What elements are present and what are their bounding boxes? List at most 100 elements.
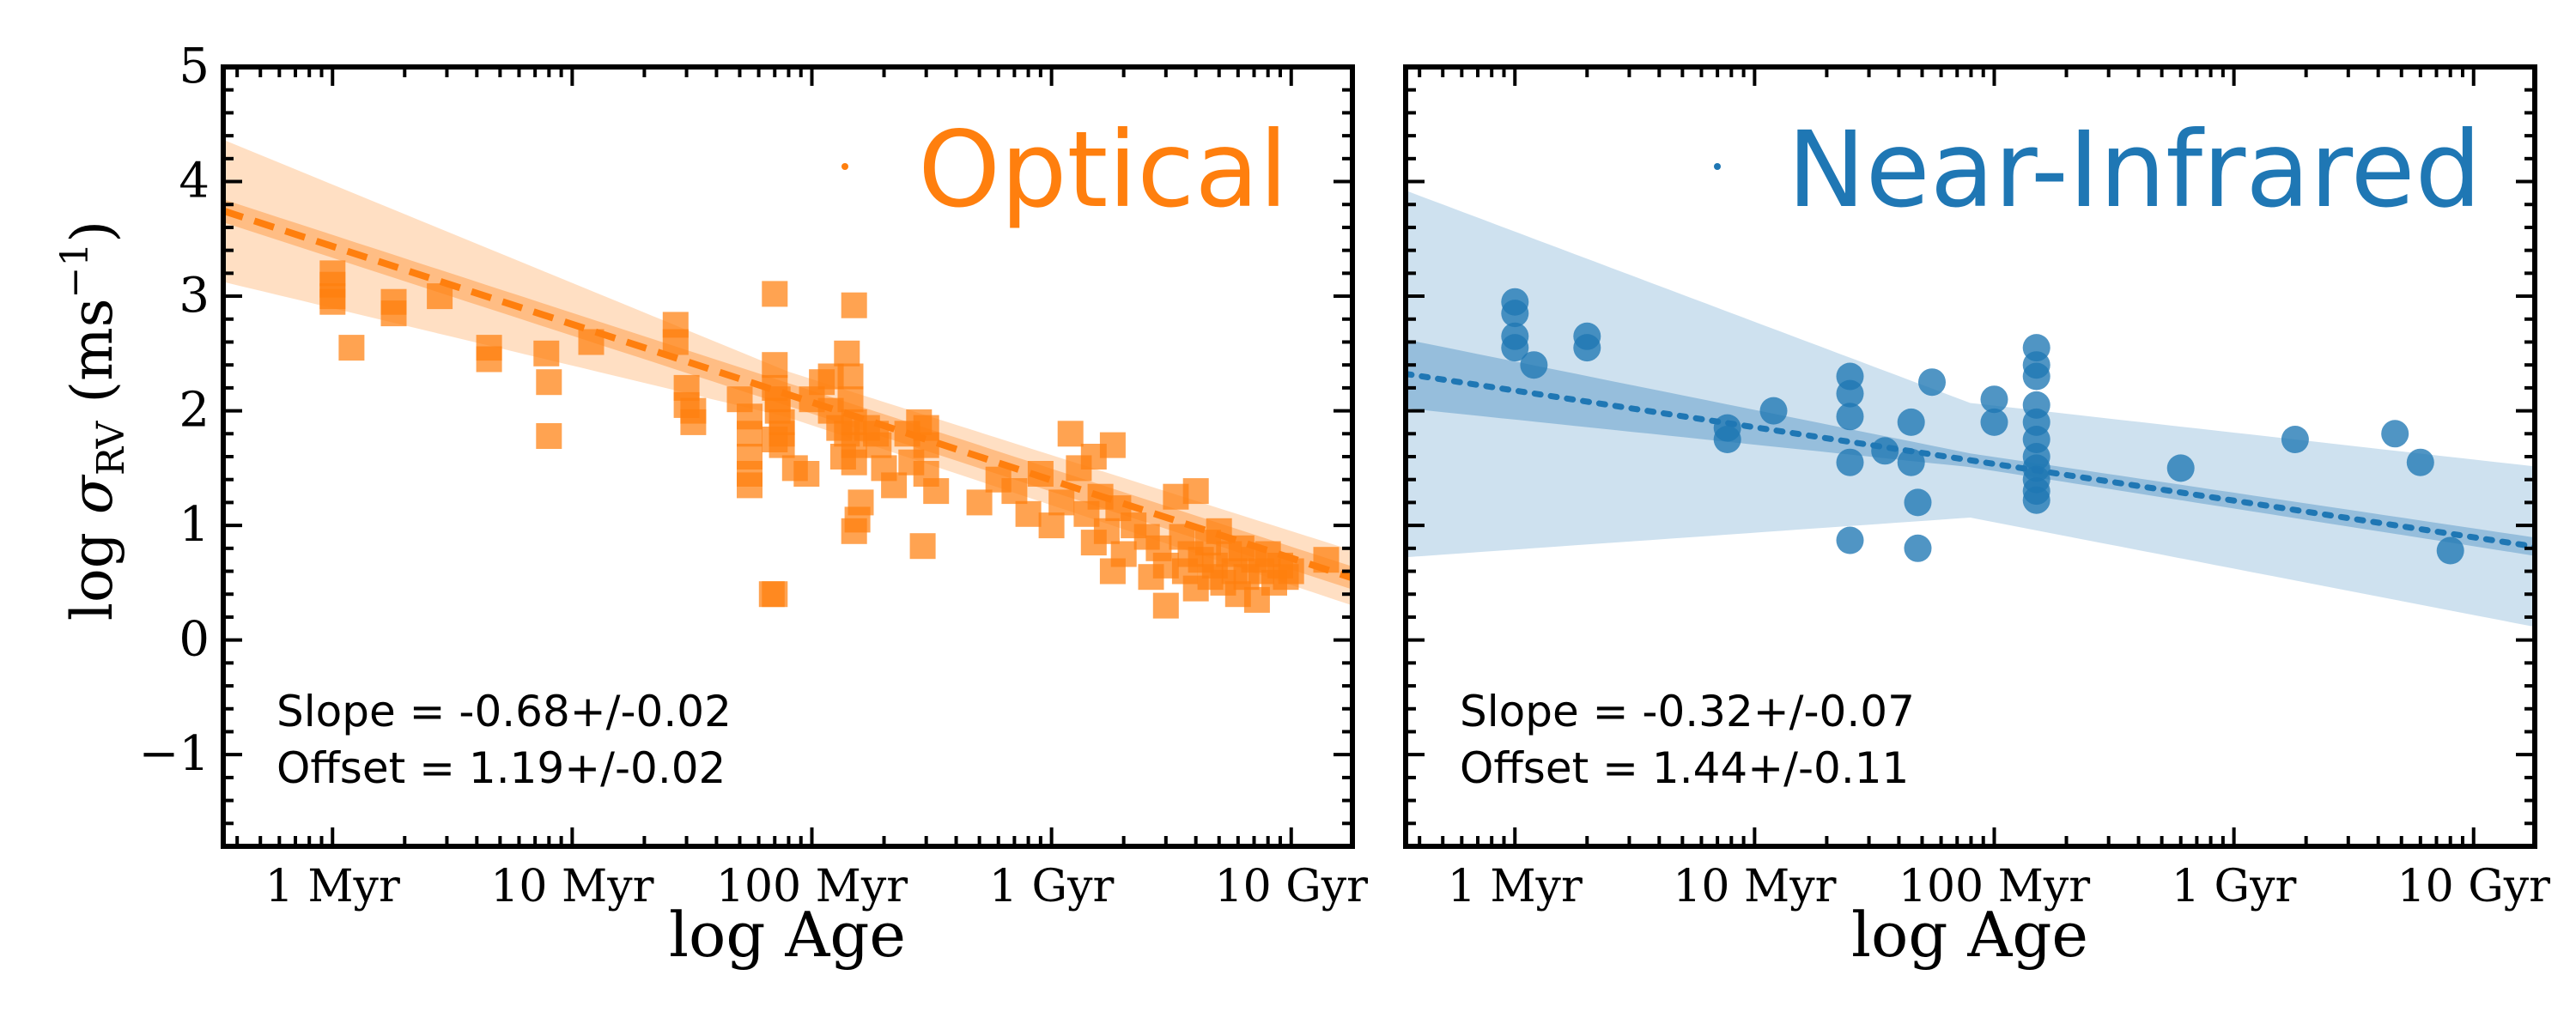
near-infrared-data-point [2281,426,2309,453]
optical-x-tick-label: 10 Gyr [1215,861,1369,912]
optical-data-point [1110,541,1137,567]
near-infrared-data-point [2022,486,2050,514]
optical-x-tick-label: 10 Myr [490,861,653,912]
optical-data-point [966,489,993,516]
optical-data-point [793,461,820,487]
optical-data-point [536,423,562,449]
near-infrared-data-point [2436,536,2464,565]
near-infrared-data-point [1980,408,2008,436]
optical-y-tick-label: 4 [179,154,210,209]
optical-data-point [662,329,689,355]
optical-data-point [319,288,346,315]
optical-x-ticks: 1 Myr 10 Myr 100 Myr 1 Gyr 10 Gyr [235,67,1369,912]
near-infrared-data-point [1980,385,2008,414]
optical-y-tick-label: 1 [179,497,210,553]
near-infrared-data-point [1897,408,1925,436]
near-infrared-x-ticks: 1 Myr 10 Myr 100 Myr 1 Gyr 10 Gyr [1418,67,2551,912]
optical-y-tick-label: −1 [138,726,210,782]
optical-x-tick-label: 100 Myr [716,861,908,912]
near-infrared-x-tick-label: 1 Gyr [2172,861,2297,912]
optical-data-point [1048,489,1075,516]
near-infrared-panel: 1 Myr 10 Myr 100 Myr 1 Gyr 10 Gyr Near-Infra… [1403,64,2551,971]
optical-legend-marker [841,163,848,170]
near-infrared-x-tick-label: 10 Myr [1673,861,1836,912]
optical-data-point [1001,478,1028,505]
optical-y-tick-label: 3 [179,268,210,324]
optical-data-point [338,335,365,361]
optical-data-point [866,432,892,458]
optical-data-point [737,421,762,447]
optical-data-point [762,427,788,452]
optical-data-point [762,352,788,379]
optical-data-point [1015,500,1042,527]
near-infrared-outer-band [1406,190,2535,627]
near-infrared-data-point [1836,448,1864,476]
optical-data-point [680,409,707,435]
near-infrared-x-axis-label: log Age [1851,899,2088,971]
optical-data-point [737,472,762,499]
optical-data-point [1182,478,1209,505]
near-infrared-x-tick-label: 10 Gyr [2397,861,2551,912]
optical-data-point [1057,421,1084,447]
optical-x-axis-label: log Age [669,899,906,971]
optical-data-point [533,340,560,367]
near-infrared-plot-area [1406,190,2535,627]
optical-x-tick-label: 1 Myr [265,861,400,912]
optical-legend-label: Optical [918,109,1288,231]
near-infrared-data-point [1836,379,1864,408]
near-infrared-legend-marker [1714,163,1721,170]
near-infrared-slope-annotation: Slope = -0.32+/-0.07 [1460,687,1915,736]
optical-data-point [1093,518,1120,544]
optical-data-point [1152,592,1179,619]
near-infrared-data-point [1501,300,1529,328]
near-infrared-data-point [1836,526,1864,554]
optical-data-point [841,449,867,476]
near-infrared-data-point [1904,534,1932,562]
optical-data-point [536,369,562,396]
optical-y-tick-label: 2 [179,383,210,439]
near-infrared-data-point [1759,397,1788,425]
optical-data-point [841,292,867,318]
optical-data-point [380,288,407,315]
optical-data-point [837,363,864,390]
y-axis-label: log σRV (ms−1) [53,221,133,621]
optical-plot-area [223,139,1352,619]
optical-panel: −1 0 1 2 3 4 5 1 Myr 10 Myr 100 Myr 1 Gyr 10 Gyr O… [138,39,1368,971]
near-infrared-fit-line [1406,371,2535,550]
near-infrared-data-point [1501,334,1529,362]
optical-data-point [762,281,788,307]
optical-data-point [909,533,936,560]
optical-data-point [1099,432,1126,458]
near-infrared-data-point [2166,454,2195,482]
near-infrared-data-point [2022,362,2050,391]
optical-data-point [923,478,950,505]
near-infrared-y-ticks [1406,65,2535,848]
near-infrared-data-point [1713,426,1741,453]
optical-data-point [834,340,860,367]
optical-data-point [427,283,453,310]
optical-data-point [758,581,785,608]
optical-data-point [1038,512,1065,539]
near-infrared-data-point [1897,448,1925,476]
optical-data-point [1278,558,1304,585]
optical-slope-annotation: Slope = -0.68+/-0.02 [276,687,732,736]
optical-points [319,260,1340,619]
near-infrared-points [1501,288,2464,565]
near-infrared-legend-label: Near-Infrared [1787,109,2482,231]
optical-y-ticks: −1 0 1 2 3 4 5 [138,39,1352,848]
near-infrared-data-point [1573,334,1601,362]
optical-data-point [848,489,874,516]
near-infrared-data-point [1520,351,1548,379]
optical-offset-annotation: Offset = 1.19+/-0.02 [276,743,726,793]
near-infrared-data-point [1836,403,1864,431]
optical-y-tick-label: 0 [179,612,210,668]
near-infrared-x-tick-label: 1 Myr [1448,861,1583,912]
optical-data-point [881,472,908,499]
near-infrared-data-point [1904,488,1932,517]
near-infrared-data-point [2381,420,2409,448]
optical-y-tick-label: 5 [179,39,210,94]
optical-fit-line [223,207,1352,582]
optical-x-tick-label: 1 Gyr [989,861,1115,912]
near-infrared-data-point [2406,448,2434,476]
